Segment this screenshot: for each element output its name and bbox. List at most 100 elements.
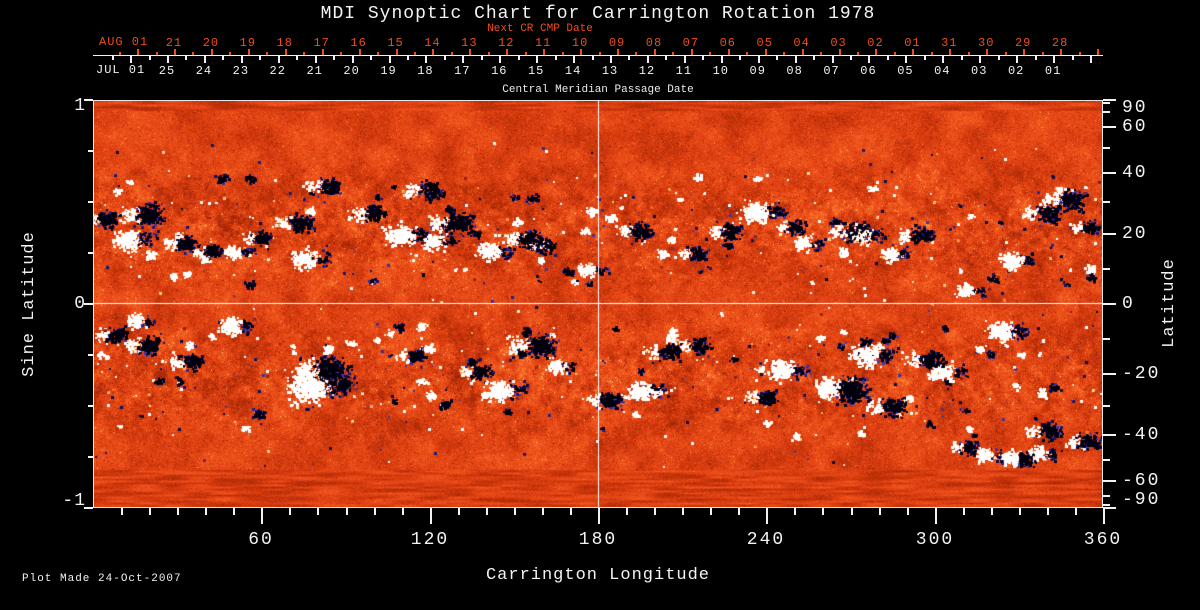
next-cr-day-31: 31 (941, 36, 958, 50)
next-cr-day-18: 18 (276, 36, 293, 50)
cmp-tick (813, 55, 815, 60)
cmp-tick (758, 55, 760, 63)
latitude-tick (1103, 111, 1110, 113)
next-cr-day-02: 02 (867, 36, 884, 50)
latitude-tick (1103, 480, 1116, 482)
longitude-label-180: 180 (578, 530, 618, 550)
longitude-tick (907, 508, 909, 515)
next-cr-tick (303, 51, 305, 55)
cmp-day-16: 16 (491, 64, 508, 78)
latitude-tick (1103, 102, 1110, 104)
longitude-tick (1103, 508, 1105, 524)
cmp-tick (278, 55, 280, 63)
next-cr-month-label: AUG 01 (99, 35, 149, 49)
next-cr-tick (451, 51, 453, 55)
cmp-tick (739, 55, 741, 60)
next-cr-tick (211, 49, 213, 55)
next-cr-tick (654, 49, 656, 55)
sine-latitude-axis-title: Sine Latitude (20, 231, 39, 377)
sine-latitude-tick (88, 252, 93, 254)
latitude-label--60: -60 (1122, 471, 1161, 491)
latitude-tick (1103, 495, 1110, 497)
cmp-day-05: 05 (897, 64, 914, 78)
latitude-tick (1103, 434, 1116, 436)
longitude-tick (486, 508, 488, 515)
latitude-tick (1103, 99, 1116, 101)
longitude-tick (991, 508, 993, 515)
next-cr-tick (119, 51, 121, 55)
cmp-tick (1016, 55, 1018, 63)
next-cr-tick (617, 49, 619, 55)
latitude-tick (1103, 172, 1116, 174)
cmp-tick (407, 55, 409, 60)
longitude-tick (261, 508, 263, 524)
next-cr-day-11: 11 (534, 36, 552, 50)
sine-latitude-tick (88, 201, 93, 203)
next-cr-tick (968, 51, 970, 55)
latitude-tick (1103, 507, 1116, 509)
longitude-tick (374, 508, 376, 515)
cmp-day-labels: 25 24 23 22 21 20 19 18 17 16 15 14 13 12 11 10 09 08 07 06… (0, 64, 1200, 80)
next-cr-day-28: 28 (1051, 36, 1069, 50)
next-cr-tick (340, 51, 342, 55)
longitude-tick (626, 508, 628, 515)
next-cr-tick (432, 49, 434, 55)
cmp-tick (352, 55, 354, 63)
cmp-tick (592, 55, 594, 60)
cmp-tick (259, 55, 261, 60)
cmp-tick (333, 55, 335, 60)
next-cr-tick (875, 49, 877, 55)
sine-latitude-tick (84, 99, 93, 101)
cmp-tick (149, 55, 151, 60)
latitude-tick (1103, 126, 1116, 128)
cmp-tick (425, 55, 427, 63)
next-cr-tick (266, 51, 268, 55)
next-cr-day-19: 19 (239, 36, 257, 50)
next-cr-tick (728, 49, 730, 55)
next-cr-tick (894, 51, 896, 55)
next-cr-tick (1079, 51, 1081, 55)
cmp-day-23: 23 (232, 64, 250, 78)
longitude-tick (963, 508, 965, 515)
latitude-label--90: -90 (1122, 490, 1161, 510)
longitude-tick (205, 508, 207, 515)
longitude-tick (317, 508, 319, 515)
cmp-tick (518, 55, 520, 60)
next-cr-day-03: 03 (830, 36, 847, 50)
cmp-tick (776, 55, 778, 60)
next-cr-day-12: 12 (498, 36, 515, 50)
next-cr-day-04: 04 (793, 36, 810, 50)
cmp-tick (1072, 55, 1074, 60)
next-cr-tick (931, 51, 933, 55)
longitude-tick (879, 508, 881, 515)
longitude-tick (149, 508, 151, 515)
next-cr-tick (746, 51, 748, 55)
next-cr-day-17: 17 (313, 36, 330, 50)
next-cr-tick (709, 51, 711, 55)
magnetogram-map (94, 101, 1102, 507)
cmp-day-13: 13 (601, 64, 619, 78)
cmp-caption: Central Meridian Passage Date (502, 84, 694, 96)
cmp-day-24: 24 (195, 64, 213, 78)
next-cr-tick (857, 51, 859, 55)
latitude-tick (1103, 233, 1116, 235)
longitude-tick (177, 508, 179, 515)
longitude-tick (430, 508, 432, 524)
longitude-tick (851, 508, 853, 515)
cmp-day-18: 18 (417, 64, 434, 78)
page-title: MDI Synoptic Chart for Carrington Rotati… (320, 4, 876, 24)
cmp-day-09: 09 (749, 64, 766, 78)
cmp-tick (832, 55, 834, 63)
sine-latitude-label--1: -1 (62, 491, 86, 511)
next-cr-day-labels: 21 20 19 18 17 16 15 14 13 12 11 10 09 08 07 06 05 04 03 02… (0, 36, 1200, 50)
latitude-tick (1103, 459, 1110, 461)
longitude-tick (289, 508, 291, 515)
next-cr-day-30: 30 (978, 36, 995, 50)
next-cr-tick (469, 49, 471, 55)
next-cr-tick (580, 49, 582, 55)
next-cr-tick (377, 51, 379, 55)
sine-latitude-tick (88, 456, 93, 458)
next-cr-tick (525, 51, 527, 55)
cmp-tick (573, 55, 575, 63)
cmp-tick (1035, 55, 1037, 60)
